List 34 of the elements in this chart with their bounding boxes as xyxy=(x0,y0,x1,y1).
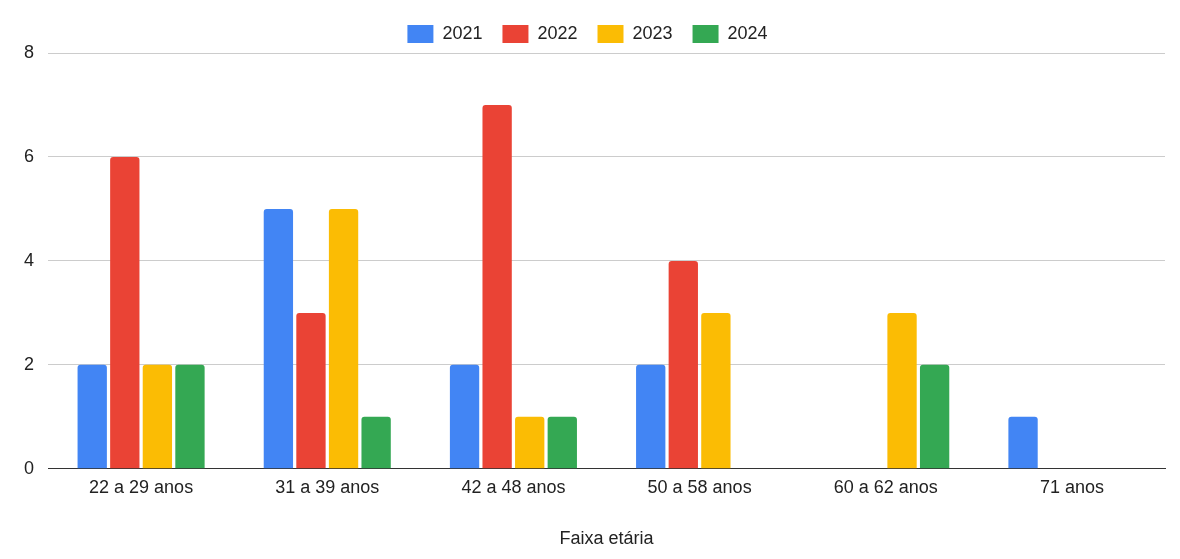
legend-label: 2023 xyxy=(632,22,673,43)
bar xyxy=(110,156,140,469)
x-tick-label: 50 a 58 anos xyxy=(647,476,752,497)
bar xyxy=(515,416,545,469)
y-tick-label: 0 xyxy=(24,457,35,478)
bar xyxy=(887,312,917,469)
bar xyxy=(328,208,359,469)
bar xyxy=(142,364,173,469)
bar xyxy=(361,416,391,469)
x-axis-title: Faixa etária xyxy=(559,528,655,549)
x-tick-label: 22 a 29 anos xyxy=(89,476,194,497)
legend-label: 2024 xyxy=(727,22,768,43)
y-tick-label: 6 xyxy=(24,145,35,166)
legend-label: 2021 xyxy=(442,22,483,43)
x-tick-label: 60 a 62 anos xyxy=(833,476,938,497)
bar xyxy=(668,260,698,469)
x-tick-label: 71 anos xyxy=(1039,476,1104,497)
bar xyxy=(701,312,731,469)
bar xyxy=(449,364,480,469)
bar xyxy=(547,416,577,469)
y-tick-label: 8 xyxy=(24,41,35,62)
bar xyxy=(1008,416,1038,469)
bar xyxy=(636,364,666,469)
bar xyxy=(263,208,294,469)
bar xyxy=(175,364,205,469)
y-tick-label: 2 xyxy=(24,353,35,374)
bar xyxy=(919,364,950,469)
legend-label: 2022 xyxy=(537,22,578,43)
x-tick-label: 31 a 39 anos xyxy=(275,476,380,497)
bar xyxy=(482,104,512,469)
x-tick-label: 42 a 48 anos xyxy=(461,476,566,497)
bar xyxy=(296,312,326,469)
y-tick-label: 4 xyxy=(24,249,35,270)
bar xyxy=(77,364,107,469)
